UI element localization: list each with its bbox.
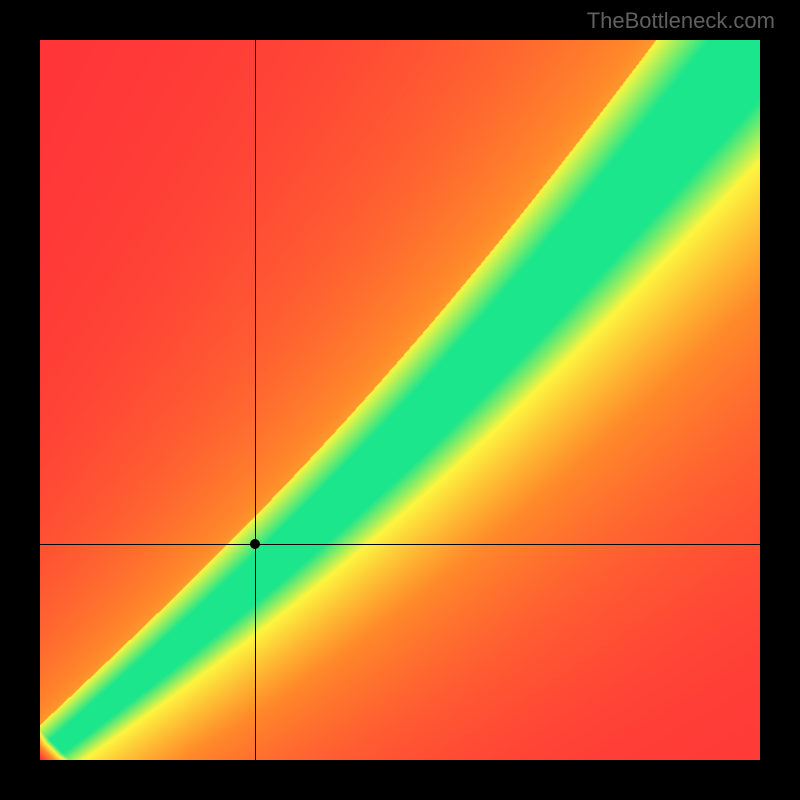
- bottleneck-heatmap: [40, 40, 760, 760]
- watermark-text: TheBottleneck.com: [587, 8, 775, 34]
- crosshair-marker-dot: [250, 539, 260, 549]
- crosshair-horizontal: [40, 544, 760, 545]
- crosshair-vertical: [255, 40, 256, 760]
- chart-container: [40, 40, 760, 760]
